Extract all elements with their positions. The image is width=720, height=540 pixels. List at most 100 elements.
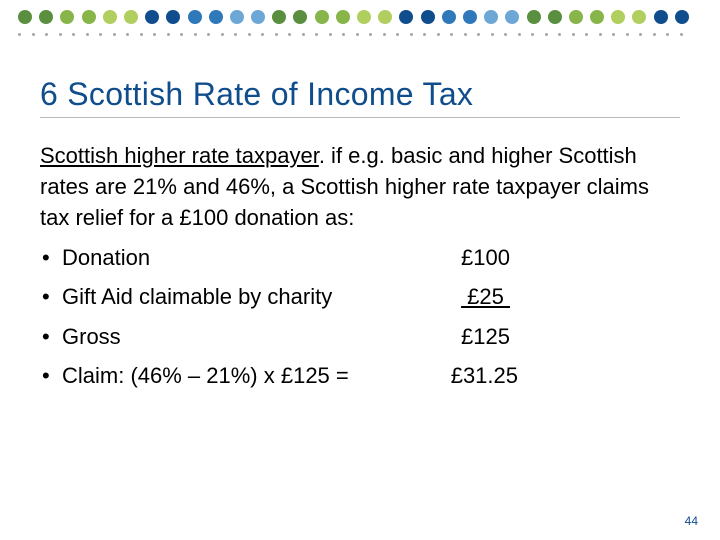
- bullet-value: £100: [461, 238, 680, 278]
- decor-dot: [336, 10, 350, 24]
- decor-dot: [293, 10, 307, 24]
- decor-dot: [188, 10, 202, 24]
- decor-dot: [209, 10, 223, 24]
- small-dot-row: [18, 28, 702, 41]
- decor-small-dot: [86, 33, 89, 36]
- decor-small-dot: [396, 33, 399, 36]
- bullet-item: Donation £100: [40, 238, 680, 278]
- decor-dot: [272, 10, 286, 24]
- decor-dot: [442, 10, 456, 24]
- decor-dot: [569, 10, 583, 24]
- decor-small-dot: [302, 33, 305, 36]
- decor-small-dot: [545, 33, 548, 36]
- decor-small-dot: [423, 33, 426, 36]
- decor-small-dot: [504, 33, 507, 36]
- decor-small-dot: [153, 33, 156, 36]
- decor-dot: [611, 10, 625, 24]
- page-number: 44: [685, 514, 698, 528]
- decor-small-dot: [531, 33, 534, 36]
- bullet-item: Claim: (46% – 21%) x £125 = £31.25: [40, 356, 680, 396]
- decor-small-dot: [180, 33, 183, 36]
- bullet-label: Gift Aid claimable by charity: [62, 277, 332, 317]
- decorative-dot-strip: [18, 10, 702, 41]
- decor-small-dot: [45, 33, 48, 36]
- decor-small-dot: [518, 33, 521, 36]
- decor-dot: [60, 10, 74, 24]
- decor-dot: [124, 10, 138, 24]
- decor-small-dot: [626, 33, 629, 36]
- decor-dot: [527, 10, 541, 24]
- decor-small-dot: [437, 33, 440, 36]
- bullet-label: Donation: [62, 238, 150, 278]
- decor-small-dot: [491, 33, 494, 36]
- decor-small-dot: [612, 33, 615, 36]
- decor-dot: [166, 10, 180, 24]
- decor-dot: [548, 10, 562, 24]
- bullet-label: Gross: [62, 317, 121, 357]
- bullet-value: £25: [461, 277, 680, 317]
- decor-dot: [18, 10, 32, 24]
- decor-small-dot: [369, 33, 372, 36]
- decor-small-dot: [275, 33, 278, 36]
- decor-dot: [82, 10, 96, 24]
- decor-small-dot: [167, 33, 170, 36]
- decor-small-dot: [18, 33, 21, 36]
- decor-small-dot: [639, 33, 642, 36]
- decor-dot: [103, 10, 117, 24]
- decor-dot: [145, 10, 159, 24]
- decor-small-dot: [59, 33, 62, 36]
- decor-small-dot: [288, 33, 291, 36]
- decor-dot: [505, 10, 519, 24]
- bullet-item: Gross £125: [40, 317, 680, 357]
- decor-small-dot: [383, 33, 386, 36]
- decor-small-dot: [221, 33, 224, 36]
- lead-term: Scottish higher rate taxpayer: [40, 143, 319, 168]
- decor-small-dot: [207, 33, 210, 36]
- big-dot-row: [18, 10, 702, 24]
- intro-paragraph: Scottish higher rate taxpayer. if e.g. b…: [40, 140, 680, 234]
- decor-dot: [632, 10, 646, 24]
- decor-small-dot: [666, 33, 669, 36]
- decor-small-dot: [99, 33, 102, 36]
- decor-dot: [39, 10, 53, 24]
- decor-small-dot: [126, 33, 129, 36]
- decor-small-dot: [356, 33, 359, 36]
- decor-dot: [590, 10, 604, 24]
- decor-dot: [421, 10, 435, 24]
- decor-small-dot: [653, 33, 656, 36]
- bullet-value: £31.25: [451, 356, 680, 396]
- decor-dot: [251, 10, 265, 24]
- decor-small-dot: [113, 33, 116, 36]
- decor-dot: [463, 10, 477, 24]
- decor-small-dot: [572, 33, 575, 36]
- decor-small-dot: [599, 33, 602, 36]
- decor-dot: [484, 10, 498, 24]
- slide-heading: 6 Scottish Rate of Income Tax: [40, 76, 680, 118]
- decor-small-dot: [410, 33, 413, 36]
- decor-dot: [399, 10, 413, 24]
- decor-small-dot: [477, 33, 480, 36]
- decor-small-dot: [248, 33, 251, 36]
- decor-dot: [357, 10, 371, 24]
- decor-small-dot: [234, 33, 237, 36]
- slide-content: 6 Scottish Rate of Income Tax Scottish h…: [40, 76, 680, 396]
- decor-small-dot: [450, 33, 453, 36]
- decor-small-dot: [558, 33, 561, 36]
- decor-small-dot: [72, 33, 75, 36]
- decor-dot: [675, 10, 689, 24]
- bullet-value: £125: [461, 317, 680, 357]
- decor-dot: [378, 10, 392, 24]
- bullet-label: Claim: (46% – 21%) x £125 =: [62, 356, 349, 396]
- decor-dot: [654, 10, 668, 24]
- bullet-item: Gift Aid claimable by charity £25: [40, 277, 680, 317]
- decor-small-dot: [585, 33, 588, 36]
- decor-small-dot: [464, 33, 467, 36]
- decor-dot: [315, 10, 329, 24]
- decor-small-dot: [32, 33, 35, 36]
- decor-small-dot: [680, 33, 683, 36]
- decor-small-dot: [329, 33, 332, 36]
- decor-small-dot: [140, 33, 143, 36]
- decor-dot: [230, 10, 244, 24]
- decor-small-dot: [261, 33, 264, 36]
- bullet-list: Donation£100Gift Aid claimable by charit…: [40, 238, 680, 396]
